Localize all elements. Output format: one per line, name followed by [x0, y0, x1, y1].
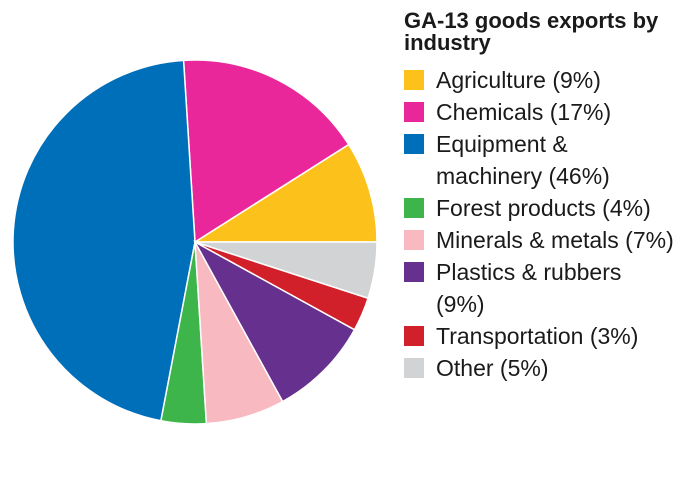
- legend-label: Transportation (3%): [436, 323, 639, 349]
- legend-item: Chemicals (17%): [404, 96, 676, 128]
- legend-item: Other (5%): [404, 352, 676, 384]
- pie-slice: [192, 143, 378, 243]
- legend-item: Minerals & metals (7%): [404, 224, 676, 256]
- legend-swatch: [404, 198, 424, 218]
- legend-swatch: [404, 102, 424, 122]
- legend-swatch: [404, 326, 424, 346]
- legend-label: Minerals & metals (7%): [436, 227, 674, 253]
- legend-label: Plastics & rubbers (9%): [436, 259, 622, 317]
- legend-item: Transportation (3%): [404, 320, 676, 352]
- legend-swatch: [404, 262, 424, 282]
- pie-slice: [182, 59, 350, 244]
- legend-item: Plastics & rubbers (9%): [404, 256, 676, 320]
- legend-swatch: [404, 358, 424, 378]
- pie-slice: [193, 240, 356, 403]
- legend-label: Equipment & machinery (46%): [436, 131, 610, 189]
- pie-slice: [194, 241, 378, 300]
- legend-item: Equipment & machinery (46%): [404, 128, 676, 192]
- legend-list: Agriculture (9%) Chemicals (17%) Equipment…: [404, 64, 676, 384]
- legend-swatch: [404, 230, 424, 250]
- legend: GA-13 goods exports by industry Agricult…: [404, 10, 676, 384]
- legend-label: Other (5%): [436, 355, 549, 381]
- legend-label: Chemicals (17%): [436, 99, 612, 125]
- legend-label: Agriculture (9%): [436, 67, 601, 93]
- pie-slice: [12, 59, 196, 422]
- legend-label: Forest products (4%): [436, 195, 651, 221]
- legend-item: Agriculture (9%): [404, 64, 676, 96]
- legend-swatch: [404, 70, 424, 90]
- legend-swatch: [404, 134, 424, 154]
- legend-item: Forest products (4%): [404, 192, 676, 224]
- pie-chart: [12, 59, 378, 425]
- chart-title: GA-13 goods exports by industry: [404, 8, 659, 55]
